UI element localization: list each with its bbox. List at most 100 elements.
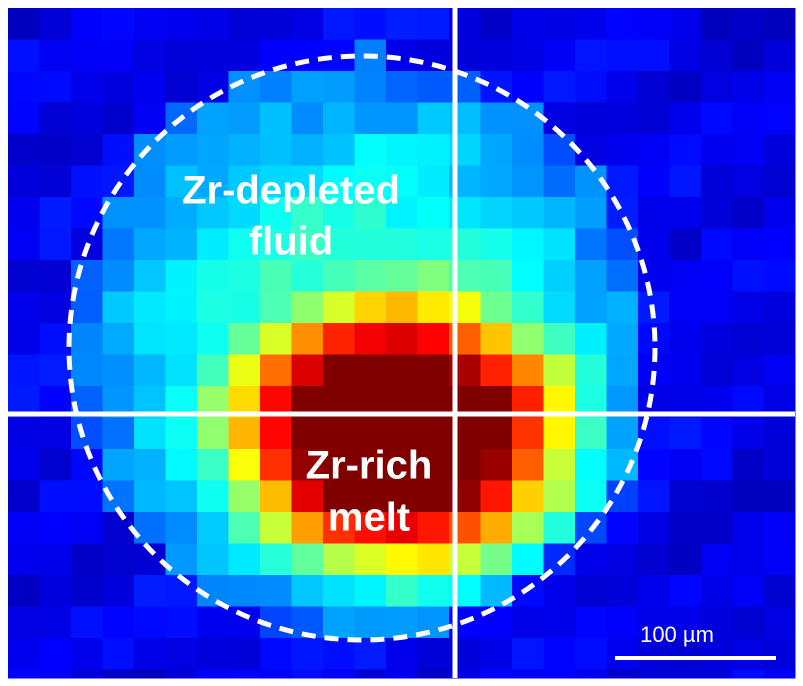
pixel xyxy=(166,544,198,576)
pixel xyxy=(229,670,261,679)
pixel xyxy=(733,512,765,544)
pixel xyxy=(733,670,765,679)
pixel xyxy=(638,449,670,481)
pixel xyxy=(40,355,72,387)
pixel xyxy=(418,512,450,544)
pixel xyxy=(103,229,135,261)
pixel xyxy=(733,638,765,670)
pixel xyxy=(229,40,261,72)
pixel xyxy=(71,40,103,72)
pixel xyxy=(544,638,576,670)
pixel xyxy=(638,544,670,576)
pixel xyxy=(292,71,324,103)
pixel xyxy=(512,670,544,679)
pixel xyxy=(197,481,229,513)
pixel xyxy=(40,8,72,40)
pixel xyxy=(481,166,513,198)
pixel xyxy=(197,638,229,670)
pixel xyxy=(260,323,292,355)
pixel xyxy=(8,355,40,387)
pixel xyxy=(292,323,324,355)
pixel xyxy=(512,40,544,72)
pixel xyxy=(166,260,198,292)
pixel xyxy=(418,229,450,261)
pixel xyxy=(292,134,324,166)
label-line: fluid xyxy=(249,220,333,264)
pixel xyxy=(701,449,733,481)
pixel xyxy=(71,8,103,40)
pixel xyxy=(40,607,72,639)
pixel xyxy=(544,575,576,607)
pixel xyxy=(670,323,702,355)
pixel xyxy=(701,575,733,607)
pixel xyxy=(134,607,166,639)
pixel xyxy=(323,8,355,40)
pixel xyxy=(418,260,450,292)
pixel xyxy=(40,449,72,481)
pixel xyxy=(166,512,198,544)
pixel xyxy=(386,71,418,103)
pixel xyxy=(512,607,544,639)
pixel xyxy=(229,134,261,166)
pixel xyxy=(544,40,576,72)
pixel xyxy=(71,134,103,166)
pixel xyxy=(733,292,765,324)
pixel xyxy=(607,71,639,103)
pixel xyxy=(40,71,72,103)
label-line: Zr-rich xyxy=(306,444,433,488)
pixel xyxy=(701,323,733,355)
pixel xyxy=(386,260,418,292)
pixel xyxy=(8,197,40,229)
pixel xyxy=(544,166,576,198)
pixel xyxy=(512,323,544,355)
pixel xyxy=(575,260,607,292)
pixel xyxy=(260,8,292,40)
pixel xyxy=(355,638,387,670)
pixel xyxy=(323,71,355,103)
pixel xyxy=(134,8,166,40)
pixel xyxy=(40,260,72,292)
pixel xyxy=(323,544,355,576)
pixel xyxy=(103,607,135,639)
pixel xyxy=(134,481,166,513)
pixel xyxy=(166,134,198,166)
pixel xyxy=(355,71,387,103)
pixel xyxy=(575,481,607,513)
pixel xyxy=(260,670,292,679)
pixel xyxy=(544,607,576,639)
pixel xyxy=(733,418,765,450)
pixel xyxy=(607,197,639,229)
pixel xyxy=(166,323,198,355)
pixel xyxy=(481,40,513,72)
pixel xyxy=(386,544,418,576)
pixel xyxy=(386,575,418,607)
pixel xyxy=(197,292,229,324)
pixel xyxy=(355,103,387,135)
pixel xyxy=(544,134,576,166)
pixel xyxy=(481,260,513,292)
pixel xyxy=(512,544,544,576)
pixel xyxy=(512,292,544,324)
pixel xyxy=(40,197,72,229)
pixel xyxy=(166,607,198,639)
pixel xyxy=(418,544,450,576)
pixel xyxy=(386,103,418,135)
pixel xyxy=(544,449,576,481)
pixel xyxy=(103,8,135,40)
pixel xyxy=(355,670,387,679)
pixel xyxy=(134,449,166,481)
pixel xyxy=(764,323,796,355)
pixel xyxy=(512,481,544,513)
pixel xyxy=(292,8,324,40)
pixel xyxy=(481,71,513,103)
pixel xyxy=(197,8,229,40)
pixel xyxy=(229,323,261,355)
pixel xyxy=(292,512,324,544)
pixel xyxy=(71,638,103,670)
pixel xyxy=(386,638,418,670)
pixel xyxy=(323,323,355,355)
pixel xyxy=(481,638,513,670)
pixel xyxy=(355,575,387,607)
pixel xyxy=(418,670,450,679)
pixel xyxy=(260,134,292,166)
